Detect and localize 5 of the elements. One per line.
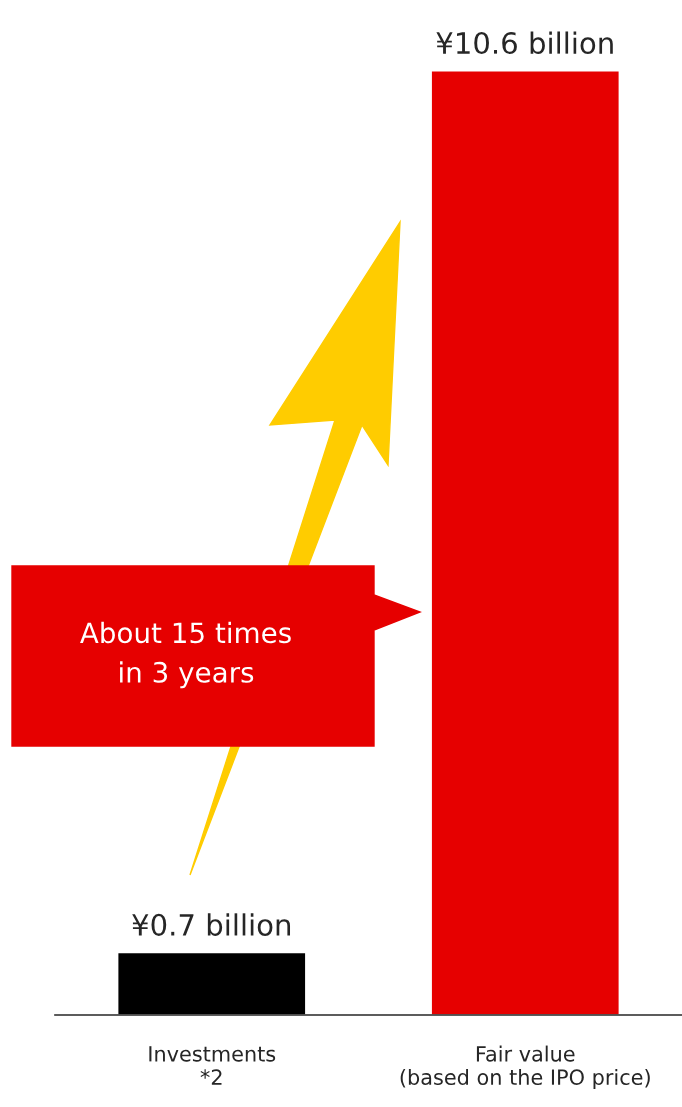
x-tick-label: Fair value (based on the IPO price)	[400, 1045, 650, 1090]
data-label: ¥0.7 billion	[132, 913, 291, 936]
x-tick-label: Investments *2	[149, 1046, 276, 1085]
annotation: About 15 times in 3 years	[80, 621, 291, 689]
data-label: ¥10.6 billion	[436, 31, 613, 55]
